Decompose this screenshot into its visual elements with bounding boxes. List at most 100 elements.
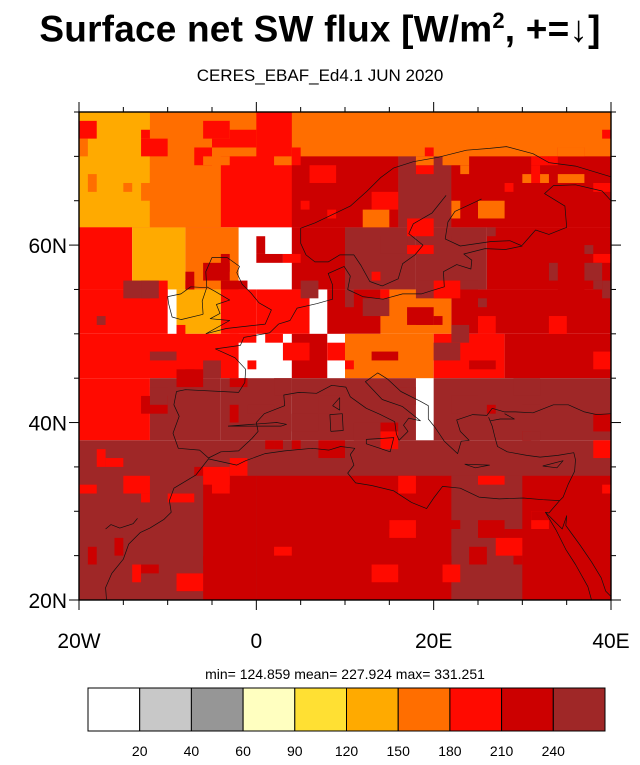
heatmap-cell (327, 209, 337, 219)
heatmap-cell (442, 564, 461, 583)
heatmap-cell (185, 369, 204, 388)
heatmap-cell (300, 200, 310, 210)
heatmap-cell (229, 458, 248, 476)
heatmap-cell (602, 280, 611, 299)
heatmap-cell (531, 511, 549, 521)
heatmap-cell (486, 227, 496, 237)
heatmap-cell (141, 280, 159, 299)
heatmap-cell (593, 413, 611, 432)
coastline (105, 518, 138, 530)
coastline (545, 511, 612, 597)
colorbar-label: 90 (287, 743, 303, 759)
colorbar-label: 60 (235, 743, 251, 759)
heatmap-cell (495, 262, 523, 281)
heatmap-cell (274, 440, 283, 450)
coastline (176, 245, 523, 393)
coastline (300, 146, 612, 287)
coastline (332, 397, 341, 411)
coastline (545, 500, 592, 601)
heatmap-cell (123, 182, 133, 192)
coastline (205, 257, 272, 335)
colorbar-label: 20 (132, 743, 148, 759)
heatmap-cell (203, 466, 230, 485)
heatmap-cell (478, 200, 505, 219)
coastline (542, 460, 564, 469)
heatmap-cell (593, 280, 603, 290)
heatmap-cell (247, 404, 275, 414)
heatmap-cell (548, 156, 558, 166)
heatmap-cell (132, 227, 186, 290)
heatmap-cell (380, 520, 390, 530)
x-tick-label: 40E (592, 630, 629, 653)
heatmap-cell (141, 138, 168, 157)
heatmap-cell (557, 280, 585, 290)
title-tail: , +=↓] (504, 8, 601, 50)
heatmap-cell (291, 413, 319, 432)
coastline (444, 198, 523, 247)
colorbar-label: 210 (490, 743, 514, 759)
heatmap-cell (265, 440, 275, 450)
coastline (522, 184, 612, 246)
coastline (105, 446, 560, 601)
colorbar-swatch (294, 687, 347, 732)
heatmap-cell (185, 271, 195, 290)
heatmap-cell (79, 378, 150, 441)
heatmap-cell (389, 520, 416, 538)
coastline (167, 286, 208, 320)
heatmap-cell (149, 351, 177, 361)
heatmap-cell (220, 253, 230, 272)
colorbar-label: 40 (184, 743, 200, 759)
heatmap-cell (141, 182, 168, 201)
heatmap-cell (389, 387, 416, 405)
coastline (172, 372, 612, 459)
heatmap-cell (176, 573, 204, 592)
heatmap-cell (380, 236, 408, 254)
heatmap-cell (593, 182, 611, 192)
heatmap-cell (584, 262, 603, 281)
heatmap-cell (362, 209, 390, 228)
heatmap-cell (123, 475, 150, 494)
heatmap-cell (415, 165, 434, 175)
heatmap-cell (247, 360, 257, 370)
y-tick-label: 60N (28, 235, 67, 258)
heatmap-cell (469, 360, 496, 370)
heatmap-cell (380, 120, 390, 139)
heatmap-cell (79, 120, 97, 139)
coastline (464, 463, 490, 469)
heatmap-cell (345, 529, 363, 547)
heatmap-cell (203, 555, 221, 565)
heatmap-cell (522, 112, 541, 121)
heatmap-cell (345, 112, 363, 130)
heatmap-cell (380, 431, 399, 450)
heatmap-cell (79, 227, 133, 290)
heatmap-cell (415, 227, 487, 290)
heatmap-cell (522, 404, 541, 414)
heatmap-cell (229, 404, 239, 423)
heatmap-cell (318, 591, 328, 600)
heatmap-cell (141, 129, 150, 139)
heatmap-cell (309, 165, 337, 183)
colorbar-label: 180 (438, 743, 462, 759)
heatmap-cell (291, 147, 301, 166)
heatmap-cell (141, 564, 159, 574)
heatmap-cell (513, 555, 523, 565)
heatmap-cell (469, 546, 487, 565)
x-tick-label: 20E (415, 630, 452, 653)
heatmap-cell (345, 360, 354, 370)
heatmap-cell (584, 245, 594, 254)
coastline (329, 413, 344, 432)
heatmap-cell (114, 537, 124, 556)
coastline (488, 417, 576, 501)
colorbar-swatch (449, 687, 503, 732)
heatmap-cell (371, 191, 399, 210)
heatmap-cell (141, 493, 150, 503)
heatmap-cell (478, 316, 496, 334)
heatmap-cell (291, 440, 301, 450)
colorbar-swatch (87, 687, 141, 732)
heatmap-cell (593, 253, 611, 263)
heatmap-cell (212, 138, 239, 148)
colorbar-swatch (346, 687, 399, 732)
heatmap-cell (105, 458, 124, 467)
heatmap-cell (353, 422, 381, 441)
heatmap-cell (371, 271, 381, 281)
